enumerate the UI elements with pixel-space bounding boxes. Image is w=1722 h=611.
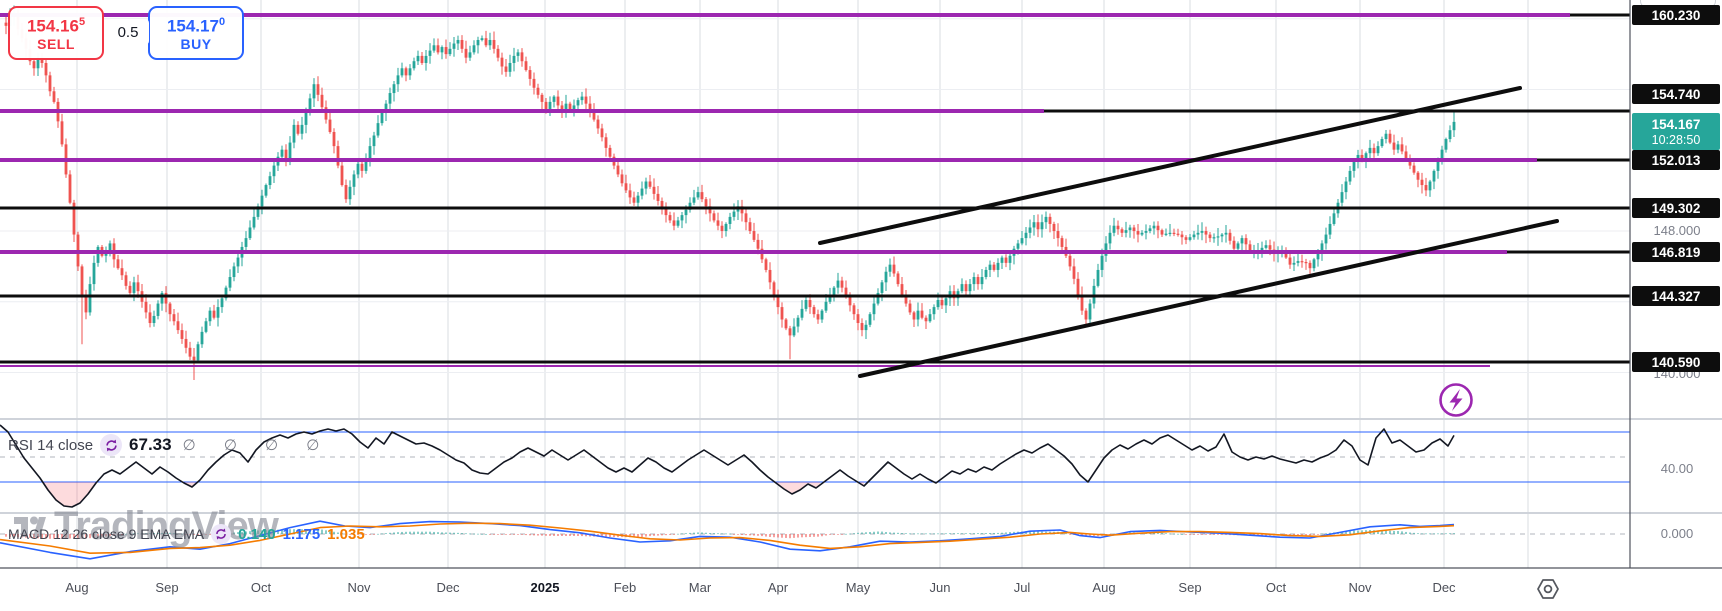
macd-title: MACD 12 26 close 9 EMA EMA xyxy=(8,526,205,542)
time-axis-label: Apr xyxy=(767,580,789,595)
macd-line xyxy=(0,520,1455,560)
time-axis-label: Jul xyxy=(1013,580,1031,595)
axis-price-tick: 148.000 xyxy=(1653,223,1701,238)
sell-label: SELL xyxy=(37,35,75,52)
timezone-settings-icon[interactable] xyxy=(1534,576,1562,602)
watermark-text: TradingView xyxy=(54,504,279,548)
time-axis-label: Dec xyxy=(436,580,460,595)
rsi-line xyxy=(0,424,1455,508)
time-axis-label: Aug xyxy=(1092,580,1116,595)
macd-signal-line xyxy=(0,522,1455,554)
rsi-refresh-icon[interactable] xyxy=(100,434,123,456)
order-panel: 154.165 SELL 0.5 154.170 BUY xyxy=(8,6,244,60)
macd-hist-value: 0.140 xyxy=(238,525,276,543)
tradingview-logo-icon xyxy=(14,516,46,537)
time-axis-label: Oct xyxy=(250,580,272,595)
candlestick-series xyxy=(4,5,1456,380)
time-axis-label: 2025 xyxy=(530,580,560,595)
tradingview-watermark: TradingView xyxy=(12,504,279,549)
axis-price-tick: 0.000 xyxy=(1660,526,1694,541)
price-level-label: 140.590 xyxy=(1632,352,1720,372)
buy-label: BUY xyxy=(180,35,212,52)
price-level-label: 154.740 xyxy=(1632,84,1720,104)
time-axis-label: Jun xyxy=(929,580,951,595)
rsi-value: 67.33 xyxy=(129,435,172,454)
sell-button[interactable]: 154.165 SELL xyxy=(8,6,104,60)
price-level-label: 160.230 xyxy=(1632,5,1720,25)
rsi-title: RSI 14 close xyxy=(8,436,94,454)
macd-line-value: 1.175 xyxy=(282,525,321,543)
time-axis-label: Nov xyxy=(347,580,371,595)
price-level-label: 149.302 xyxy=(1632,198,1720,218)
price-level-label: 144.327 xyxy=(1632,286,1720,306)
buy-button[interactable]: 154.170 BUY xyxy=(148,6,244,60)
sell-price: 154.165 xyxy=(26,16,86,36)
time-axis-label: May xyxy=(845,580,871,595)
bar-close-countdown: 10:28:50 xyxy=(1651,132,1701,147)
macd-status-row[interactable]: MACD 12 26 close 9 EMA EMA 0.140 1.175 1… xyxy=(8,524,365,544)
time-axis-label: Sep xyxy=(1178,580,1202,595)
lightning-bolt-glyph xyxy=(1449,389,1463,411)
rsi-empty-values: ∅ ∅ ∅ ∅ xyxy=(182,437,332,454)
macd-refresh-icon[interactable] xyxy=(211,524,232,544)
time-axis-label: Sep xyxy=(155,580,179,595)
time-axis-label: Dec xyxy=(1432,580,1456,595)
current-price-label: 154.167 10:28:50 xyxy=(1632,113,1720,150)
time-axis-label: Nov xyxy=(1348,580,1372,595)
time-axis-label: Feb xyxy=(613,580,637,595)
trendline[interactable] xyxy=(818,86,1522,245)
axis-price-tick: 40.00 xyxy=(1660,461,1694,476)
buy-price: 154.170 xyxy=(166,16,226,36)
macd-signal-value: 1.035 xyxy=(327,525,365,543)
current-price-value: 154.167 xyxy=(1651,116,1701,132)
rsi-oversold-fill xyxy=(776,482,820,494)
price-level-label: 146.819 xyxy=(1632,242,1720,262)
time-axis-label: Mar xyxy=(688,580,712,595)
time-axis-label: Aug xyxy=(65,580,89,595)
price-level-label: 152.013 xyxy=(1632,150,1720,170)
spread-value: 0.5 xyxy=(107,19,149,45)
time-axis-label: Oct xyxy=(1265,580,1287,595)
trendline[interactable] xyxy=(858,219,1559,378)
rsi-status-row[interactable]: RSI 14 close 67.33 ∅ ∅ ∅ ∅ xyxy=(8,434,331,456)
macd-histogram xyxy=(5,529,1455,539)
